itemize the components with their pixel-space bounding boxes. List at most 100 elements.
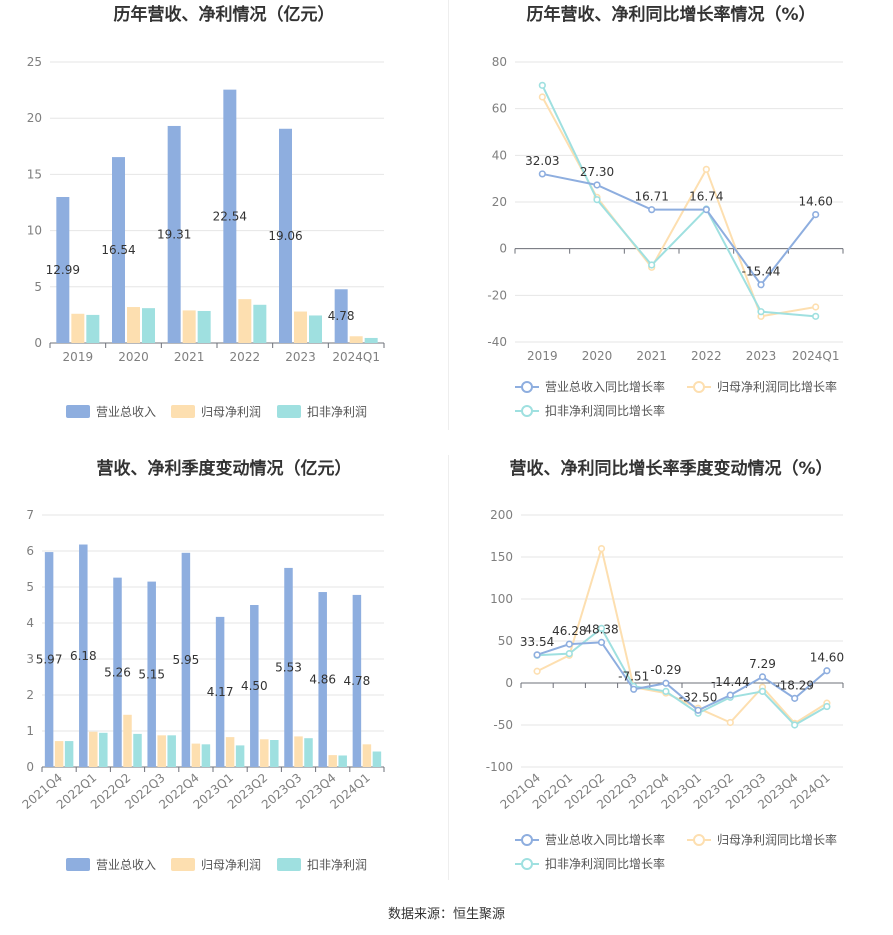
point-归母净利润同比增长率 (726, 718, 734, 727)
quarterly-amount-svg: 营收、净利季度变动情况（亿元）012345672021Q42022Q12022Q… (20, 458, 385, 872)
bar-营业总收入 (284, 567, 293, 767)
bar-营业总收入 (181, 552, 191, 767)
point-扣非净利润同比增长率 (597, 624, 606, 632)
point-扣非净利润同比增长率 (757, 308, 765, 316)
legend-swatch (66, 858, 90, 871)
line-value-label: -0.29 (650, 663, 681, 677)
legend-marker (521, 858, 533, 870)
y-tick-label: 20 (27, 111, 42, 125)
line-value-label: 33.54 (520, 635, 554, 649)
legend-label: 归母净利润 (201, 858, 261, 872)
bar-营业总收入 (44, 552, 54, 767)
bar-扣非净利润 (133, 733, 142, 767)
y-tick-label: -100 (486, 760, 513, 774)
legend-marker (693, 381, 705, 393)
bar-归母净利润 (127, 307, 140, 343)
y-tick-label: 5 (26, 580, 34, 594)
y-tick-label: 60 (492, 102, 507, 116)
legend-label: 营业总收入 (96, 858, 156, 872)
y-tick-label: 10 (27, 224, 42, 238)
bar-归母净利润 (225, 737, 235, 767)
bar-营业总收入 (167, 125, 181, 343)
legend-marker (693, 834, 705, 846)
panel-divider-bottom (448, 455, 449, 880)
bar-归母净利润 (71, 313, 85, 343)
bar-扣非净利润 (364, 337, 378, 343)
bar-归母净利润 (182, 310, 196, 343)
point-扣非净利润同比增长率 (565, 650, 573, 658)
point-归母净利润同比增长率 (538, 93, 546, 101)
point-扣非净利润同比增长率 (593, 196, 601, 204)
point-扣非净利润同比增长率 (791, 721, 799, 729)
bar-营业总收入 (223, 89, 237, 344)
point-归母净利润同比增长率 (533, 667, 541, 675)
bar-归母净利润 (89, 731, 98, 767)
line-value-label: 16.71 (634, 190, 668, 204)
legend-swatch (277, 858, 301, 871)
legend-label: 归母净利润同比增长率 (717, 832, 837, 847)
chart-title: 营收、净利同比增长率季度变动情况（%） (509, 458, 832, 479)
y-tick-label: 100 (490, 592, 513, 606)
legend-label: 扣非净利润 (307, 405, 367, 419)
bar-value-label: 5.26 (104, 665, 131, 679)
bar-扣非净利润 (64, 741, 74, 767)
annual-growth-chart: 历年营收、净利同比增长率情况（%） -40 -20 0 20 40 60 80 2019 2020… (449, 0, 893, 430)
line-value-label: 27.30 (580, 165, 614, 179)
x-tick-label: 2024Q1 (332, 350, 380, 364)
bar-value-label: 22.54 (213, 209, 247, 223)
line-value-label: 14.60 (810, 651, 844, 665)
y-tick-label: 0 (499, 242, 507, 256)
bar-value-label: 6.18 (70, 649, 97, 663)
line-营业总收入同比增长率 (542, 172, 817, 287)
y-tick-label: 80 (492, 55, 507, 69)
x-tick-label: 2023 (285, 350, 316, 364)
bar-扣非净利润 (338, 755, 347, 767)
x-tick-label: 2019 (63, 350, 94, 364)
bar-value-label: 5.15 (138, 667, 165, 681)
y-tick-label: 25 (27, 55, 42, 69)
y-tick-label: 40 (492, 148, 507, 162)
bar-归母净利润 (123, 714, 132, 767)
line-value-label: -32.50 (679, 690, 718, 704)
x-tick-label: 2021 (174, 350, 205, 364)
line-扣非净利润同比增长率 (541, 84, 816, 318)
bar-扣非净利润 (309, 315, 322, 343)
bar-value-label: 16.54 (101, 243, 135, 257)
line-value-label: 16.74 (689, 190, 723, 204)
y-tick-label: 150 (490, 550, 513, 564)
point-营业总收入同比增长率 (593, 181, 601, 189)
legend-marker (521, 381, 533, 393)
y-tick-label: 1 (26, 724, 34, 738)
bar-扣非净利润 (86, 314, 100, 343)
line-value-label: 46.28 (552, 624, 586, 638)
bar-归母净利润 (54, 741, 64, 767)
y-tick-label: 7 (26, 508, 34, 522)
legend-swatch (66, 405, 90, 418)
annual-amount-svg: 历年营收、净利情况（亿元） 0 5 10 15 20 25 2019 2020 2021 2022 2… (27, 4, 385, 419)
line-value-label: -15.44 (742, 265, 781, 279)
legend-label: 营业总收入同比增长率 (545, 379, 665, 394)
y-tick-label: 5 (34, 280, 42, 294)
bar-扣非净利润 (99, 732, 108, 767)
point-扣非净利润同比增长率 (662, 687, 670, 695)
line-value-label: 32.03 (525, 154, 559, 168)
bar-营业总收入 (112, 157, 125, 343)
annual-amount-chart: 历年营收、净利情况（亿元） 0 5 10 15 20 25 2019 2020 2021 2022 2… (0, 0, 448, 430)
point-扣非净利润同比增长率 (823, 702, 831, 711)
bar-营业总收入 (215, 616, 225, 767)
line-归母净利润同比增长率 (541, 96, 816, 318)
legend-label: 扣非净利润 (307, 858, 367, 872)
legend-marker (521, 834, 533, 846)
legend-swatch (277, 405, 301, 418)
quarterly-amount-chart: 营收、净利季度变动情况（亿元） 0 1 2 3 4 5 6 7 2021Q4 2022Q1 2022Q… (0, 450, 448, 890)
annual-growth-svg: 历年营收、净利同比增长率情况（%） -40 -20 0 20 40 60 80 2019 2020… (487, 4, 844, 418)
bar-value-label: 4.86 (309, 673, 336, 687)
bar-value-label: 4.78 (328, 309, 355, 323)
line-value-label: 14.60 (798, 195, 832, 209)
line-value-label: -7.51 (618, 669, 649, 683)
legend-label: 扣非净利润同比增长率 (545, 403, 665, 418)
bar-营业总收入 (318, 592, 327, 767)
bar-归母净利润 (238, 299, 252, 343)
point-扣非净利润同比增长率 (648, 261, 656, 269)
y-tick-label: 50 (498, 634, 513, 648)
